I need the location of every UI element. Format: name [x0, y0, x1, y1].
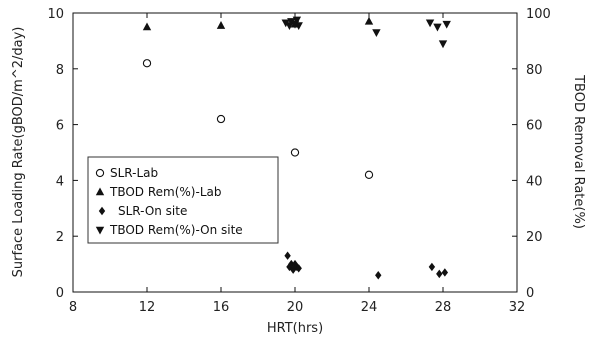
legend-label-tbod-onsite: TBOD Rem(%)-On site — [109, 223, 243, 237]
legend-marker-circle — [95, 168, 105, 178]
points-layer — [142, 16, 451, 280]
slr-onsite-point — [375, 271, 382, 280]
tbod-lab-point — [142, 22, 152, 31]
tbod-onsite-point — [372, 29, 381, 38]
tbod-onsite-point — [287, 18, 296, 26]
legend-markers — [95, 168, 106, 235]
legend: SLR-Lab TBOD Rem(%)-Lab SLR-On site TBOD… — [87, 156, 279, 244]
legend-marker-diamond — [98, 206, 106, 216]
x-tick-label: 24 — [361, 300, 378, 315]
tbod-onsite-point — [292, 16, 302, 25]
y2-tick-label: 100 — [526, 7, 551, 22]
tbod-onsite-point — [294, 22, 303, 31]
tbod-lab-point — [364, 16, 374, 25]
y2-tick-label: 40 — [526, 174, 543, 189]
y-tick-label: 6 — [56, 119, 64, 134]
slr-onsite-point — [284, 251, 291, 260]
legend-label-tbod-lab: TBOD Rem(%)-Lab — [109, 185, 221, 199]
legend-label-slr-onsite: SLR-On site — [118, 204, 187, 218]
slr-lab-point — [216, 114, 226, 124]
y-tick-label: 2 — [56, 230, 64, 245]
y-axis-label: Surface Loading Rate(gBOD/m^2/day) — [11, 27, 26, 278]
tbod-lab-point — [216, 21, 226, 29]
y2-axis-label: TBOD Removal Rate(%) — [571, 74, 586, 229]
x-axis-label: HRT(hrs) — [267, 321, 323, 336]
y2-tick-label: 0 — [526, 286, 534, 301]
y-tick-label: 4 — [56, 174, 64, 189]
tbod-onsite-point — [281, 19, 290, 28]
slr-onsite-point — [428, 262, 436, 272]
y2-tick-label: 60 — [526, 119, 543, 134]
tbod-onsite-point — [442, 20, 451, 29]
slr-onsite-point — [295, 264, 302, 273]
x-tick-label: 12 — [139, 300, 156, 315]
legend-marker-triangle-up — [95, 187, 105, 196]
y-tick-label: 0 — [56, 286, 64, 301]
legend-label-slr-lab: SLR-Lab — [110, 166, 158, 180]
legend-box — [87, 156, 279, 244]
y-tick-label: 8 — [56, 63, 64, 78]
x-tick-label: 32 — [509, 300, 526, 315]
tbod-onsite-point — [433, 23, 442, 32]
x-tick-label: 28 — [435, 300, 452, 315]
y2-tick-label: 20 — [526, 230, 543, 245]
legend-marker-triangle-down — [95, 226, 105, 235]
x-tick-label: 16 — [213, 300, 230, 315]
slr-lab-point — [142, 59, 152, 68]
slr-lab-point — [290, 148, 300, 157]
x-tick-label: 8 — [69, 300, 77, 315]
x-tick-label: 20 — [287, 300, 304, 315]
y-tick-label: 10 — [47, 7, 64, 22]
tbod-onsite-point — [438, 40, 448, 49]
tbod-onsite-point — [425, 19, 435, 28]
slr-onsite-point — [441, 268, 449, 277]
y2-tick-label: 80 — [526, 63, 543, 78]
slr-onsite-point — [436, 269, 443, 279]
slr-lab-point — [364, 170, 374, 179]
